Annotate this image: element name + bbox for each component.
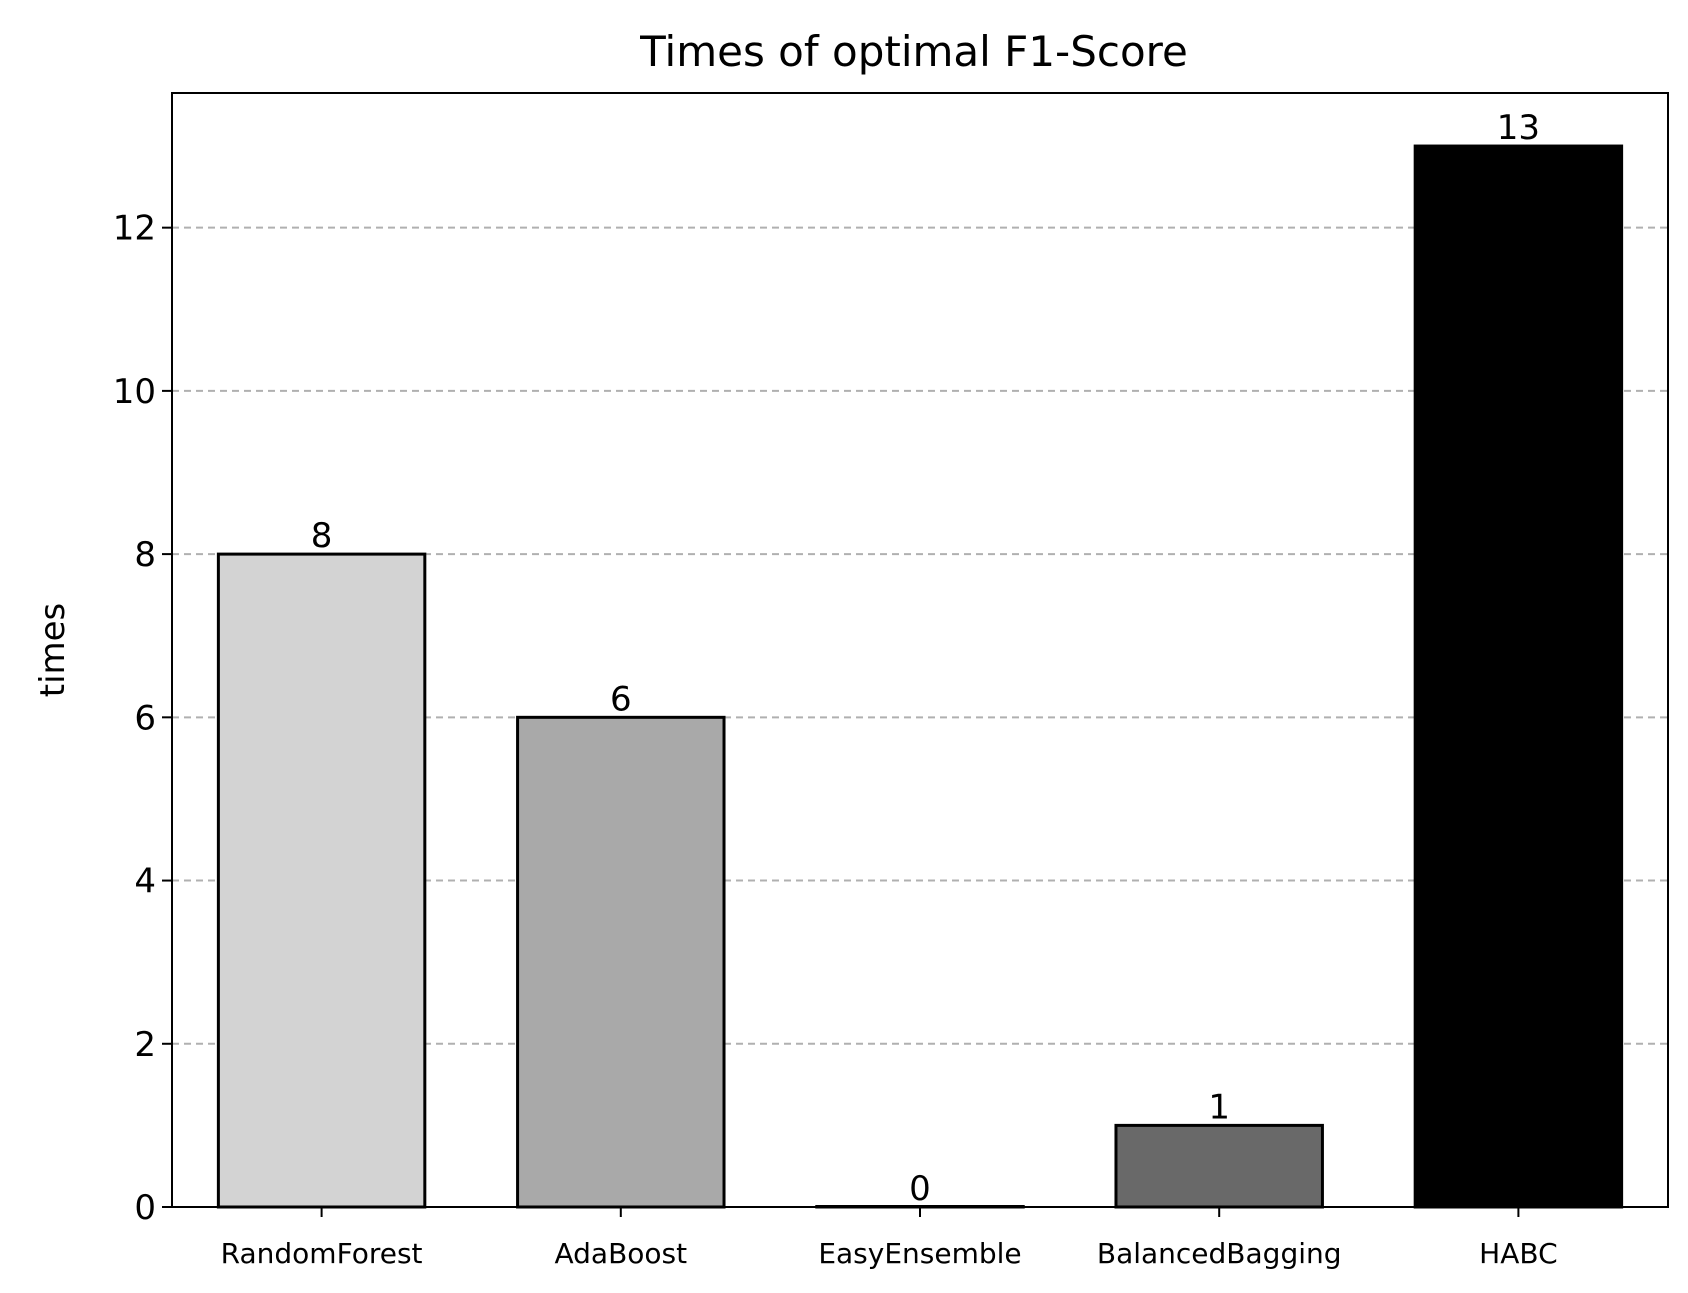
bar-randomforest [216, 552, 427, 1209]
x-tick-label: BalancedBagging [1097, 1237, 1342, 1270]
x-tick-label: RandomForest [221, 1237, 423, 1270]
data-label: 1 [1208, 1087, 1230, 1127]
y-axis-label: times [33, 603, 73, 698]
data-label: 13 [1497, 108, 1540, 148]
data-label: 0 [909, 1169, 931, 1209]
x-tick-label: EasyEnsemble [818, 1237, 1021, 1270]
y-axis-ticks: 0 2 4 6 8 10 12 [113, 209, 172, 1228]
y-tick-label: 6 [134, 698, 156, 738]
y-tick-label: 2 [134, 1025, 156, 1065]
x-tick-label: AdaBoost [554, 1237, 687, 1270]
gridlines [172, 226, 1668, 1045]
y-tick-label: 10 [113, 372, 156, 412]
bar-habc [1413, 144, 1624, 1209]
bar-balancedbagging [1114, 1123, 1324, 1209]
y-tick-label: 4 [134, 862, 156, 902]
bar-adaboost [516, 715, 726, 1209]
chart-title: Times of optimal F1-Score [639, 27, 1188, 76]
y-tick-label: 12 [113, 209, 156, 249]
data-labels: 8 6 0 1 13 [311, 108, 1540, 1209]
data-label: 6 [610, 679, 632, 719]
x-axis-ticks: RandomForest AdaBoost EasyEnsemble Balanced… [221, 1207, 1558, 1270]
data-label: 8 [311, 516, 333, 556]
y-tick-label: 0 [134, 1188, 156, 1228]
bars [216, 144, 1624, 1209]
plot-frame [171, 92, 1669, 1208]
y-tick-label: 8 [134, 535, 156, 575]
x-tick-label: HABC [1479, 1237, 1557, 1270]
